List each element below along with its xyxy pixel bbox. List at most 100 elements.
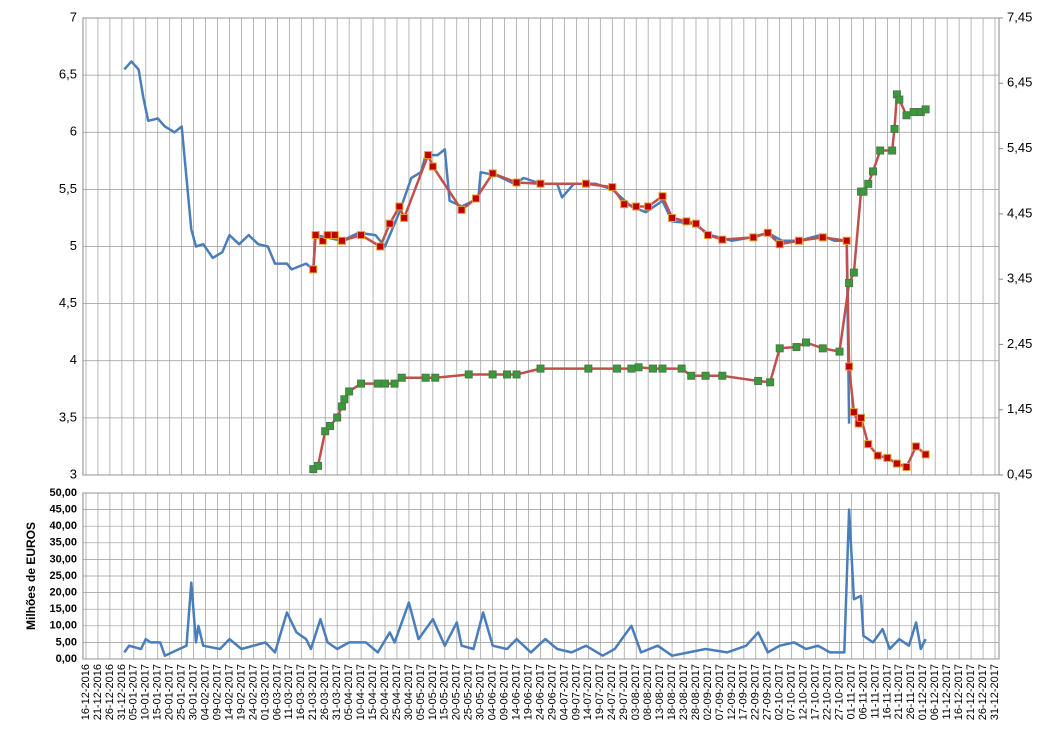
x-tick-label: 19-07-2017	[594, 664, 606, 720]
y-tick-label: 5,00	[56, 636, 77, 648]
x-tick-label: 10-04-2017	[355, 664, 367, 720]
marker	[381, 379, 390, 388]
marker	[390, 379, 399, 388]
y-tick-label: 4	[70, 352, 77, 367]
marker	[503, 370, 512, 379]
x-tick-label: 27-10-2017	[833, 664, 845, 720]
x-tick-label: 17-10-2017	[809, 664, 821, 720]
marker	[400, 213, 409, 222]
x-tick-label: 09-02-2017	[211, 664, 223, 720]
x-tick-label: 24-07-2017	[606, 664, 618, 720]
x-tick-label: 22-10-2017	[821, 664, 833, 720]
x-tick-label: 15-04-2017	[367, 664, 379, 720]
x-tick-label: 13-08-2017	[654, 664, 666, 720]
marker	[888, 146, 897, 155]
y-tick-label: 50,00	[49, 487, 77, 499]
marker	[632, 202, 641, 211]
marker	[428, 162, 437, 171]
y-tick-label: 7	[70, 9, 77, 24]
x-tick-label: 07-09-2017	[714, 664, 726, 720]
x-tick-label: 06-12-2017	[929, 664, 941, 720]
x-tick-label: 20-04-2017	[379, 664, 391, 720]
x-tick-label: 30-05-2017	[475, 664, 487, 720]
x-tick-label: 11-03-2017	[283, 664, 295, 719]
marker	[608, 183, 617, 192]
marker	[802, 338, 811, 347]
marker	[849, 408, 858, 417]
marker	[869, 167, 878, 176]
x-tick-label: 07-10-2017	[786, 664, 798, 720]
marker	[376, 242, 385, 251]
y2-tick-label: 1,45	[1007, 401, 1032, 416]
marker	[876, 146, 885, 155]
y2-tick-label: 7,45	[1007, 9, 1032, 24]
y2-tick-label: 4,45	[1007, 205, 1032, 220]
x-tick-label: 25-04-2017	[391, 664, 403, 720]
y-tick-label: 4,5	[59, 295, 77, 310]
x-tick-label: 09-07-2017	[570, 664, 582, 720]
x-tick-label: 14-06-2017	[510, 664, 522, 720]
y-tick-label: 3	[70, 466, 77, 481]
y-tick-label: 45,00	[49, 504, 77, 516]
x-tick-label: 21-11-2017	[893, 664, 905, 719]
x-tick-label: 06-03-2017	[271, 664, 283, 720]
marker	[658, 364, 667, 373]
marker	[890, 124, 899, 133]
x-tick-label: 04-06-2017	[487, 664, 499, 720]
marker	[337, 236, 346, 245]
marker	[421, 373, 430, 382]
marker	[648, 364, 657, 373]
x-tick-label: 28-08-2017	[690, 664, 702, 720]
series-line	[312, 153, 927, 469]
marker	[325, 422, 334, 431]
marker	[909, 108, 918, 117]
marker	[835, 347, 844, 356]
marker	[536, 179, 545, 188]
y-tick-label: 6	[70, 124, 77, 139]
marker	[488, 169, 497, 178]
x-tick-label: 21-12-2016	[92, 664, 104, 720]
marker	[424, 151, 433, 160]
marker	[333, 413, 342, 422]
series-line	[312, 93, 927, 471]
y2-tick-label: 6,45	[1007, 75, 1032, 90]
x-tick-label: 22-09-2017	[750, 664, 762, 720]
marker	[512, 178, 521, 187]
x-tick-label: 14-02-2017	[223, 664, 235, 720]
marker	[311, 231, 320, 240]
marker	[584, 364, 593, 373]
x-tick-label: 04-02-2017	[200, 664, 212, 720]
marker	[701, 371, 710, 380]
y-tick-label: 5	[70, 238, 77, 253]
x-tick-label: 05-05-2017	[415, 664, 427, 720]
marker	[883, 453, 892, 462]
y-tick-label: 15,00	[49, 603, 77, 615]
x-tick-label: 10-05-2017	[427, 664, 439, 720]
x-tick-label: 26-12-2016	[104, 664, 116, 720]
y-tick-label: 10,00	[49, 620, 77, 632]
y-tick-label: 25,00	[49, 570, 77, 582]
marker	[818, 233, 827, 242]
marker	[634, 363, 643, 372]
marker	[357, 379, 366, 388]
x-tick-label: 01-12-2017	[917, 664, 929, 720]
marker	[864, 179, 873, 188]
x-tick-label: 24-06-2017	[534, 664, 546, 720]
y-tick-label: 0,00	[56, 653, 77, 665]
marker	[613, 364, 622, 373]
y2-tick-label: 5,45	[1007, 140, 1032, 155]
marker	[864, 440, 873, 449]
marker	[431, 373, 440, 382]
x-tick-label: 05-04-2017	[343, 664, 355, 720]
marker	[775, 240, 784, 249]
x-tick-label: 02-10-2017	[774, 664, 786, 720]
marker	[536, 364, 545, 373]
marker	[309, 265, 318, 274]
x-tick-label: 01-03-2017	[259, 664, 271, 720]
x-tick-label: 04-07-2017	[558, 664, 570, 720]
marker	[921, 450, 930, 459]
x-tick-label: 30-04-2017	[403, 664, 415, 720]
marker	[373, 379, 382, 388]
marker	[323, 231, 332, 240]
x-tick-label: 25-01-2017	[176, 664, 188, 720]
